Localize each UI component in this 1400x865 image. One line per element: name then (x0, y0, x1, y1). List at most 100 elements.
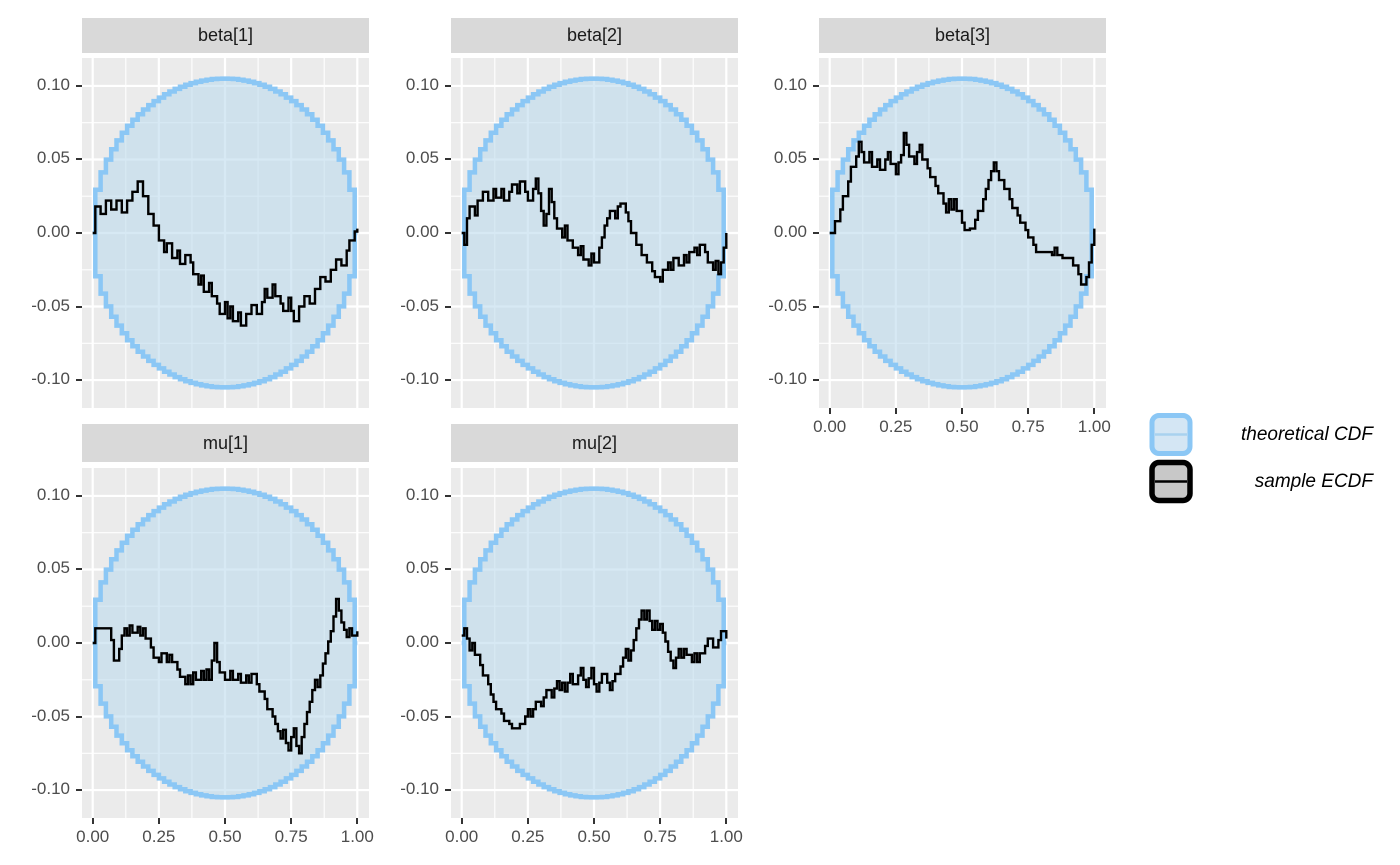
x-tick-mark (961, 408, 963, 414)
x-tick-label: 0.00 (445, 827, 479, 846)
theoretical-cdf-band (92, 486, 358, 800)
x-tick-mark (1027, 408, 1030, 414)
facet-strip-label: mu[1] (202, 432, 249, 453)
y-tick-mark (445, 305, 451, 308)
y-tick-label: -0.10 (31, 369, 70, 389)
facet-strip-label: beta[3] (934, 25, 991, 45)
y-tick-mark (813, 379, 819, 382)
facet-strip-beta[2]: beta[2] (451, 18, 738, 53)
y-tick-mark (813, 84, 819, 87)
facet-strip-mu[2]: mu[2] (451, 424, 738, 462)
sample-ecdf-line (461, 609, 728, 730)
panel-mu[2] (451, 468, 738, 818)
x-tick-mark (659, 818, 662, 824)
y-tick-label: 0.10 (405, 74, 439, 94)
y-tick-mark (445, 568, 451, 571)
legend-label-theoretical-cdf: theoretical CDF (1241, 424, 1373, 445)
y-tick-mark (445, 158, 451, 161)
facet-strip-label: beta[1] (197, 25, 254, 45)
theoretical-cdf-band (461, 76, 727, 390)
y-tick-mark (445, 715, 451, 718)
facet-strip-label: mu[2] (571, 432, 618, 453)
y-tick-mark (445, 232, 451, 234)
facet-strip-beta[3]: beta[3] (819, 18, 1106, 53)
x-tick-mark (526, 818, 529, 824)
x-tick-label: 1.00 (340, 827, 374, 846)
y-tick-label: 0.10 (36, 484, 70, 504)
y-tick-mark (445, 84, 451, 87)
y-tick-label: -0.05 (31, 295, 70, 315)
y-tick-mark (813, 158, 819, 161)
y-tick-label: -0.10 (31, 779, 70, 799)
theoretical-cdf-band (461, 486, 727, 800)
y-tick-mark (76, 158, 82, 161)
y-tick-label: 0.00 (36, 632, 70, 651)
y-tick-label: 0.05 (405, 558, 439, 578)
y-tick-label: 0.00 (36, 222, 70, 241)
y-tick-label: -0.05 (400, 295, 439, 315)
legend-label-sample-ecdf: sample ECDF (1254, 471, 1373, 492)
facet-strip-label: beta[2] (566, 25, 623, 45)
y-tick-mark (76, 232, 82, 234)
y-tick-mark (76, 789, 82, 792)
y-tick-label: 0.05 (36, 558, 70, 578)
y-tick-label: -0.05 (768, 295, 807, 315)
sample-ecdf-line (461, 177, 728, 283)
y-tick-mark (445, 494, 451, 497)
x-tick-label: 0.75 (643, 827, 677, 846)
x-tick-mark (593, 818, 595, 824)
y-tick-label: 0.00 (773, 222, 807, 241)
y-tick-mark (76, 494, 82, 497)
y-tick-label: -0.05 (400, 705, 439, 725)
y-tick-mark (445, 789, 451, 792)
x-tick-label: 0.50 (208, 827, 242, 846)
legend: theoretical CDF sample ECDF (1149, 412, 1373, 506)
y-tick-label: -0.05 (31, 705, 70, 725)
facet-strip-beta[1]: beta[1] (82, 18, 369, 53)
y-tick-mark (813, 305, 819, 308)
y-tick-mark (76, 379, 82, 382)
y-tick-label: 0.00 (405, 632, 439, 651)
x-tick-mark (157, 818, 160, 824)
x-tick-label: 0.25 (879, 417, 913, 436)
panel-mu[1] (82, 468, 369, 818)
y-tick-mark (76, 642, 82, 644)
facet-strip-mu[1]: mu[1] (82, 424, 369, 462)
y-tick-label: 0.10 (405, 484, 439, 504)
y-tick-mark (76, 568, 82, 571)
x-tick-label: 0.25 (142, 827, 176, 846)
x-tick-label: 0.00 (76, 827, 110, 846)
x-tick-mark (894, 408, 897, 414)
sample-ecdf-line (92, 597, 359, 755)
x-tick-label: 0.50 (945, 417, 979, 436)
y-tick-label: -0.10 (400, 369, 439, 389)
y-tick-mark (76, 84, 82, 87)
y-tick-label: -0.10 (768, 369, 807, 389)
y-tick-label: 0.05 (36, 148, 70, 168)
theoretical-cdf-key-icon (1149, 413, 1193, 456)
x-tick-mark (1093, 408, 1096, 414)
x-tick-label: 0.25 (511, 827, 545, 846)
y-tick-label: 0.00 (405, 222, 439, 241)
x-tick-mark (725, 818, 728, 824)
sample-ecdf-line (829, 131, 1096, 286)
x-tick-label: 0.50 (577, 827, 611, 846)
x-tick-label: 1.00 (1077, 417, 1111, 436)
x-tick-label: 1.00 (709, 827, 743, 846)
y-tick-label: 0.05 (405, 148, 439, 168)
x-tick-mark (290, 818, 293, 824)
y-tick-label: 0.05 (773, 148, 807, 168)
panel-beta[3] (819, 58, 1106, 408)
y-tick-label: 0.10 (773, 74, 807, 94)
y-tick-mark (445, 379, 451, 382)
y-tick-mark (76, 305, 82, 308)
x-tick-mark (224, 818, 226, 824)
sample-ecdf-key-icon (1149, 459, 1193, 504)
x-tick-mark (356, 818, 359, 824)
theoretical-cdf-band (92, 76, 358, 390)
x-tick-label: 0.75 (1011, 417, 1045, 436)
y-tick-label: 0.10 (36, 74, 70, 94)
x-tick-mark (828, 408, 831, 414)
